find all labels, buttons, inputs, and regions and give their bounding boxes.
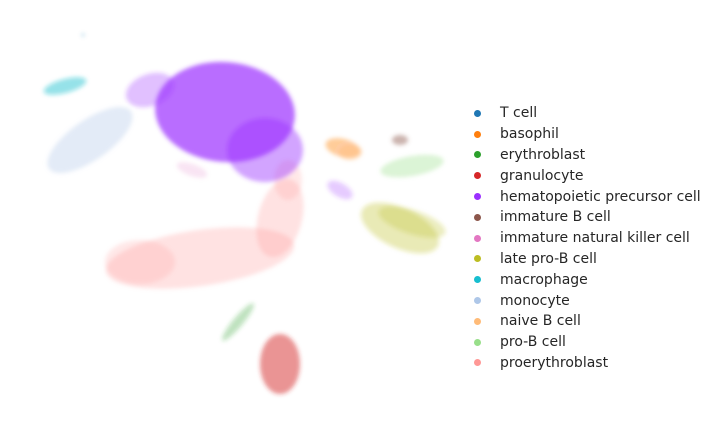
cluster-monocyte	[47, 106, 133, 174]
legend-label: erythroblast	[500, 146, 586, 163]
cluster-immature-natural-killer-cell	[176, 162, 208, 178]
legend-item-macrophage: macrophage	[474, 269, 701, 290]
umap-scatter-plot	[43, 33, 446, 394]
cluster-naive-b-cell	[338, 144, 362, 160]
legend-label: basophil	[500, 126, 559, 143]
cluster-hematopoietic-precursor-cell	[125, 72, 175, 108]
legend-label: immature natural killer cell	[500, 230, 690, 247]
legend-item-erythroblast: erythroblast	[474, 145, 701, 166]
legend-label: monocyte	[500, 292, 570, 309]
cluster-erythroblast	[222, 303, 254, 341]
legend-item-late-pro-b-cell: late pro-B cell	[474, 249, 701, 270]
cluster-t-cell	[81, 33, 85, 37]
legend-item-basophil: basophil	[474, 124, 701, 145]
legend-item-pro-b-cell: pro-B cell	[474, 332, 701, 353]
legend-marker	[474, 130, 481, 138]
legend-label: naive B cell	[500, 313, 581, 330]
legend-label: macrophage	[500, 271, 588, 288]
legend-marker	[474, 297, 481, 305]
legend-marker	[474, 255, 481, 263]
legend-item-immature-natural-killer-cell: immature natural killer cell	[474, 228, 701, 249]
legend-marker	[474, 359, 481, 367]
cluster-proerythroblast	[105, 240, 175, 284]
legend-item-proerythroblast: proerythroblast	[474, 353, 701, 374]
legend-marker	[474, 276, 481, 284]
legend-label: granulocyte	[500, 167, 584, 184]
legend-label: T cell	[500, 105, 538, 122]
legend-marker	[474, 193, 481, 201]
legend-marker	[474, 109, 481, 117]
legend-item-granulocyte: granulocyte	[474, 165, 701, 186]
cluster-pro-b-cell	[380, 154, 444, 178]
legend-item-immature-b-cell: immature B cell	[474, 207, 701, 228]
legend-item-monocyte: monocyte	[474, 290, 701, 311]
legend: T cell basophil erythroblast granulocyte…	[474, 103, 701, 373]
cluster-late-pro-b-cell	[378, 206, 446, 238]
legend-label: late pro-B cell	[500, 250, 597, 267]
cluster-macrophage	[43, 77, 87, 95]
legend-marker	[474, 234, 481, 242]
cluster-immature-b-cell	[392, 135, 408, 145]
legend-label: proerythroblast	[500, 354, 609, 371]
legend-item-hematopoietic-precursor-cell: hematopoietic precursor cell	[474, 186, 701, 207]
legend-marker	[474, 172, 481, 180]
legend-label: pro-B cell	[500, 334, 566, 351]
legend-label: hematopoietic precursor cell	[500, 188, 701, 205]
legend-marker	[474, 213, 481, 221]
legend-marker	[474, 317, 481, 325]
cluster-hematopoietic-precursor-cell	[327, 180, 353, 200]
legend-item-t-cell: T cell	[474, 103, 701, 124]
legend-marker	[474, 151, 481, 159]
legend-marker	[474, 338, 481, 346]
cluster-granulocyte	[260, 334, 300, 394]
cluster-hematopoietic-precursor-cell	[227, 118, 303, 182]
legend-label: immature B cell	[500, 209, 611, 226]
legend-item-naive-b-cell: naive B cell	[474, 311, 701, 332]
